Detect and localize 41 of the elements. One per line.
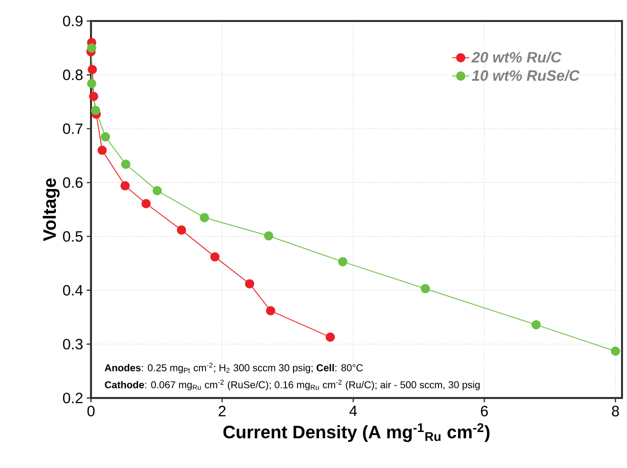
- point: [87, 43, 96, 53]
- x-tick-label: 6: [480, 406, 488, 416]
- x-tick-label: 0: [87, 406, 95, 416]
- y-tick-label: 0.6: [63, 177, 83, 188]
- point: [326, 332, 335, 342]
- point: [100, 132, 110, 142]
- y-tick-label: 0.2: [63, 392, 82, 404]
- point: [264, 231, 274, 241]
- point: [266, 306, 276, 316]
- x-tick-label: 4: [349, 406, 357, 416]
- y-tick-label: 0.3: [63, 338, 83, 350]
- point: [98, 146, 107, 155]
- y-tick-label: 0.9: [63, 16, 83, 26]
- y-tick-label: 0.5: [63, 231, 83, 242]
- text: Cathode: 0.067 mg$_{Ru}$ cm$^{-2}$ (RuSe/C); 0.16 mg$_{Ru}$ cm$^{-2}$ (Ru/C); air - 500 sccm, 30 psig: [104, 380, 480, 390]
- y-tick-label: 0.4: [63, 284, 83, 296]
- point: [152, 186, 162, 196]
- point: [338, 257, 348, 266]
- point: [90, 106, 100, 116]
- y-axis-title: Voltage: [42, 178, 60, 242]
- x-axis-title: Current Density (A mg$^{-1}$$_{Ru}$ cm$^{-2}$): [223, 423, 490, 442]
- point: [531, 320, 541, 330]
- y-tick-label: 0.7: [63, 123, 82, 134]
- legend-label: 10 wt% RuSe/C: [472, 70, 580, 81]
- point: [610, 346, 620, 356]
- point: [121, 160, 130, 169]
- point: [245, 279, 254, 288]
- point: [88, 64, 97, 74]
- legend-label: 20 wt% Ru/C: [471, 52, 562, 63]
- point: [87, 78, 96, 88]
- point: [210, 252, 220, 262]
- point: [176, 225, 186, 235]
- x-tick-label: 2: [218, 406, 226, 416]
- point: [200, 212, 210, 222]
- y-tick-label: 0.8: [63, 70, 83, 80]
- x-tick-label: 8: [612, 406, 619, 416]
- point: [141, 198, 151, 208]
- point: [88, 92, 98, 102]
- text: Anodes: 0.25 mg$_{Pt}$ cm$^{-2}$; H$_{2}$ 300 sccm 30 psig; Cell: 80°C: [104, 362, 363, 374]
- point: [420, 284, 430, 294]
- point: [120, 181, 130, 190]
